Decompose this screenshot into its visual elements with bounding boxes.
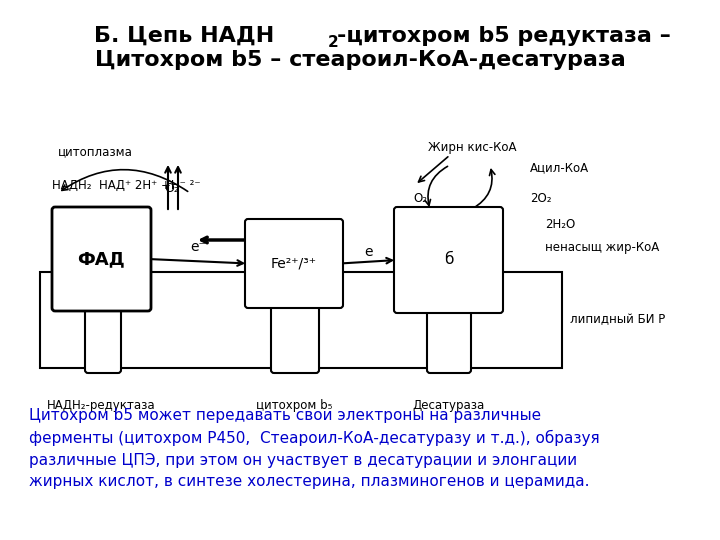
Text: НАДН₂  НАД⁺ 2Н⁺ +Н⁻ ²⁻: НАДН₂ НАД⁺ 2Н⁺ +Н⁻ ²⁻: [52, 179, 201, 192]
Text: 2: 2: [328, 35, 338, 50]
Text: НАДН₂-редуктаза: НАДН₂-редуктаза: [48, 399, 156, 411]
Text: -цитохром b5 редуктаза –: -цитохром b5 редуктаза –: [337, 26, 671, 46]
Text: e: e: [364, 245, 373, 259]
FancyBboxPatch shape: [245, 219, 343, 308]
Text: Ацил-КоА: Ацил-КоА: [530, 161, 589, 174]
Text: ФАД: ФАД: [78, 250, 125, 268]
Text: Б. Цепь НАДН: Б. Цепь НАДН: [94, 26, 274, 46]
FancyBboxPatch shape: [271, 302, 319, 373]
Text: О₂: О₂: [413, 192, 427, 205]
Text: e⁻: e⁻: [190, 240, 206, 254]
Text: 2О₂: 2О₂: [530, 192, 552, 205]
Text: О₂: О₂: [165, 181, 179, 194]
Text: б: б: [444, 253, 453, 267]
Bar: [40, 272, 562, 368]
Text: 2Н₂О: 2Н₂О: [545, 219, 575, 232]
Text: Fe²⁺/³⁺: Fe²⁺/³⁺: [271, 256, 317, 271]
Text: Цитохром b5 – стеароил-КоА-десатураза: Цитохром b5 – стеароил-КоА-десатураза: [94, 50, 626, 70]
Text: липидный БИ Р: липидный БИ Р: [570, 314, 665, 327]
Text: цитоплазма: цитоплазма: [58, 145, 133, 159]
Text: Жирн кис-КоА: Жирн кис-КоА: [428, 141, 516, 154]
FancyBboxPatch shape: [52, 207, 151, 311]
Text: цитохром b₅: цитохром b₅: [256, 399, 332, 411]
FancyBboxPatch shape: [427, 307, 471, 373]
Text: Цитохром b5 может передавать свои электроны на различные
ферменты (цитохром Р450: Цитохром b5 может передавать свои электр…: [29, 408, 600, 489]
FancyBboxPatch shape: [85, 305, 121, 373]
Text: ненасыщ жир-КоА: ненасыщ жир-КоА: [545, 241, 660, 254]
Text: Н²⁻: Н²⁻: [315, 233, 336, 246]
Text: Десатураза: Десатураза: [413, 399, 485, 411]
FancyBboxPatch shape: [394, 207, 503, 313]
